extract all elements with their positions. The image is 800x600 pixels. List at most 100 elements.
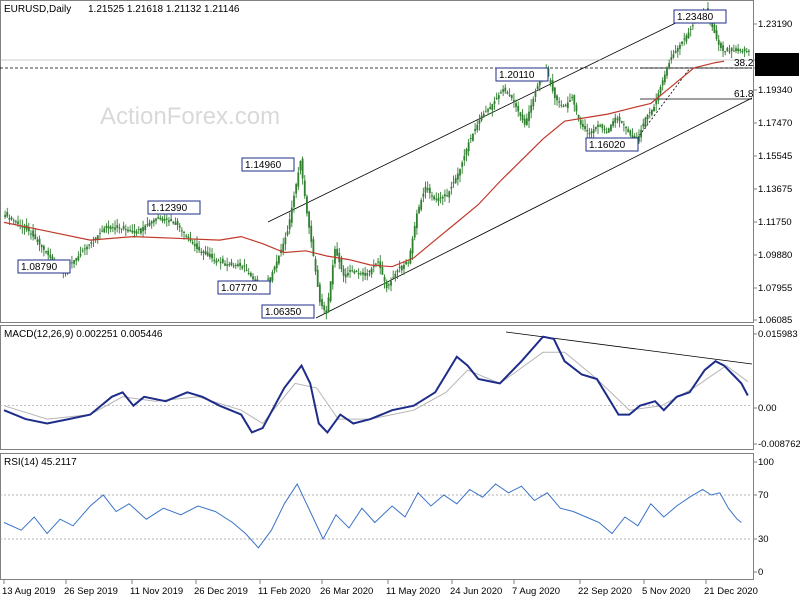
candle-body — [502, 89, 505, 92]
macd-y-label: -0.008762 — [758, 439, 800, 450]
candle-body — [573, 95, 576, 105]
candle-body — [362, 272, 364, 275]
candle-body — [672, 54, 675, 58]
candle-body — [303, 180, 306, 196]
candle-body — [631, 135, 634, 139]
candle-body — [180, 230, 183, 232]
candle-body — [127, 229, 129, 232]
candle-body — [640, 129, 643, 138]
candle-body — [418, 206, 420, 214]
rsi-panel-frame — [0, 453, 754, 580]
candle-body — [116, 225, 119, 228]
candle-body — [267, 278, 270, 280]
candle-body — [178, 225, 181, 228]
candle-body — [342, 268, 345, 276]
candle-body — [103, 228, 106, 233]
fib-label-618: 61.8 — [734, 89, 754, 100]
candle-body — [487, 109, 489, 112]
candle-body — [592, 129, 595, 133]
candle-body — [152, 219, 155, 223]
candle-body — [666, 68, 668, 76]
price-y-label: 1.06085 — [758, 315, 792, 326]
price-y-label: 1.13675 — [758, 184, 792, 195]
candle-body — [465, 149, 468, 156]
candle-body — [394, 273, 397, 278]
candle-body — [603, 128, 606, 131]
candle-body — [599, 125, 602, 127]
candle-body — [534, 92, 537, 97]
price-panel: 1.08790 1.12390 1.07770 1.14960 1.06350 1.201… — [0, 2, 754, 320]
candle-body — [381, 267, 384, 275]
candle-body — [375, 263, 377, 265]
candle-body — [569, 100, 571, 102]
candle-body — [551, 80, 554, 91]
candle-body — [299, 160, 302, 171]
candle-body — [482, 113, 485, 118]
price-tag-1.23480: 1.23480 — [677, 12, 714, 23]
candle-body — [321, 299, 323, 307]
candle-body — [431, 195, 433, 197]
candle-body — [379, 261, 382, 269]
candle-body — [521, 114, 524, 121]
candle-body — [411, 238, 414, 254]
candle-body — [556, 95, 558, 101]
candle-body — [732, 50, 735, 52]
candle-body — [454, 177, 457, 183]
candle-body — [519, 112, 522, 116]
candle-body — [79, 253, 82, 256]
candle-body — [616, 118, 619, 120]
channel-lower-line — [315, 97, 753, 319]
candle-body — [558, 101, 561, 103]
price-tag-1.06350: 1.06350 — [265, 307, 302, 318]
candle-body — [385, 282, 388, 289]
x-label: 26 Mar 2020 — [320, 586, 373, 597]
candle-body — [728, 51, 731, 53]
candle-body — [83, 248, 86, 250]
candle-body — [105, 225, 108, 229]
price-tag-box — [217, 280, 271, 295]
candle-body — [467, 142, 470, 152]
candle-body — [355, 271, 358, 273]
candle-body — [75, 258, 78, 261]
x-label: 11 Feb 2020 — [258, 586, 311, 597]
candle-body — [146, 224, 149, 226]
macd-title: MACD(12,26,9) 0.002251 0.005446 — [4, 329, 163, 340]
candle-body — [193, 244, 196, 247]
candle-body — [538, 81, 541, 86]
candle-body — [90, 242, 93, 244]
candle-body — [495, 98, 498, 100]
candle-body — [230, 262, 233, 266]
candle-body — [683, 38, 686, 40]
candle-body — [23, 226, 26, 229]
candle-body — [196, 243, 198, 249]
candle-body — [359, 273, 362, 275]
price-tag-1.20110: 1.20110 — [499, 70, 535, 81]
candle-body — [346, 272, 349, 276]
candle-body — [107, 226, 110, 229]
candle-body — [135, 231, 138, 234]
candle-body — [476, 124, 479, 131]
candle-body — [532, 98, 535, 107]
candle-body — [224, 263, 226, 266]
candle-body — [38, 238, 41, 245]
candle-body — [564, 104, 567, 107]
candle-body — [81, 250, 84, 252]
candle-body — [398, 266, 401, 268]
candle-body — [364, 272, 367, 276]
candle-body — [517, 106, 520, 112]
candle-body — [306, 196, 308, 214]
candle-body — [387, 284, 390, 286]
candle-body — [508, 94, 511, 96]
candle-body — [663, 74, 666, 83]
candle-body — [456, 173, 459, 180]
candle-body — [422, 193, 425, 197]
candle-body — [659, 86, 662, 94]
candle-body — [174, 222, 177, 225]
x-label: 11 Nov 2019 — [130, 586, 183, 597]
candle-body — [118, 227, 121, 229]
candle-body — [131, 230, 134, 233]
candle-body — [743, 48, 746, 52]
price-y-label: 1.19340 — [758, 85, 792, 96]
candle-body — [34, 234, 37, 240]
